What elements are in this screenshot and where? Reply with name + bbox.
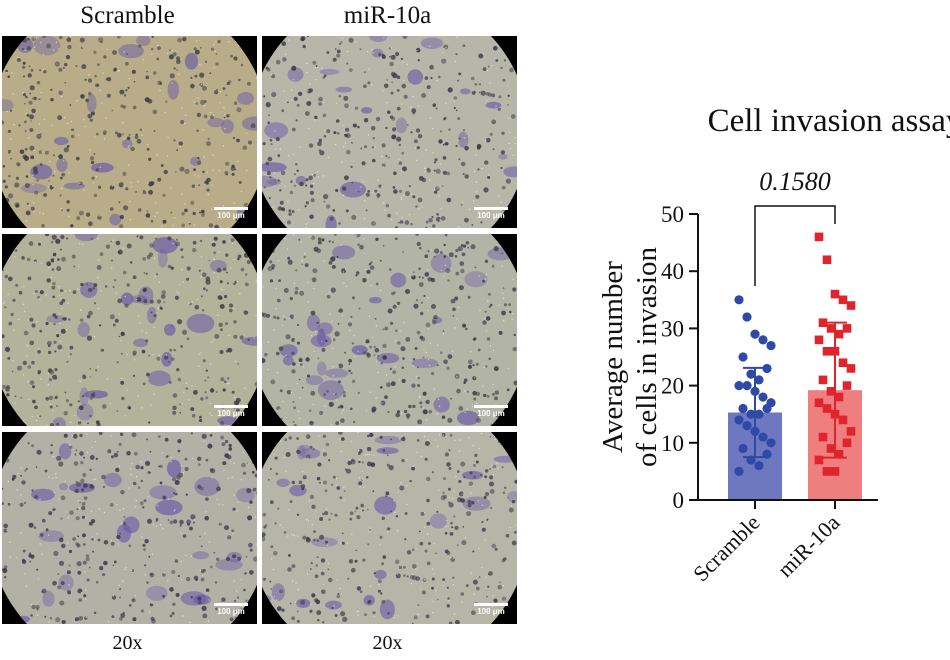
y-axis-label: Average numberof cells in invasion [597,247,663,467]
data-point [826,324,836,333]
data-point [846,301,856,310]
data-point [734,466,744,476]
data-point [838,358,848,368]
micrograph-mir10a-3: 100 μm [262,432,517,624]
scale-bar-line [214,405,248,408]
data-point [842,381,852,390]
data-point [842,438,852,448]
scale-bar: 100 μm [214,603,248,617]
data-point [830,467,840,476]
scale-bar-label: 100 μm [477,211,505,220]
data-point [766,438,776,448]
y-axis-label-line: of cells in invasion [631,247,663,467]
data-point [758,432,768,442]
scale-bar: 100 μm [474,603,508,617]
micrograph-scramble-3: 100 μm [2,432,257,624]
data-point [838,415,848,425]
data-point [754,375,764,385]
data-point [742,381,752,391]
data-point [822,346,832,356]
data-point [754,409,764,419]
y-tick-label: 0 [673,488,685,513]
data-point [838,295,848,305]
magnification-label-mir10a: 20x [372,632,403,654]
y-tick-label: 50 [661,202,684,227]
significance-bracket [754,205,836,286]
data-point [814,335,824,345]
data-point [818,432,828,442]
scale-bar-line [214,207,248,210]
column-title-mir10a: miR-10a [343,2,432,29]
micrograph-scramble-2: 100 μm [2,234,257,426]
data-point [846,427,856,436]
y-tick-label: 20 [661,374,684,399]
data-point [822,467,832,476]
scale-bar: 100 μm [474,405,508,419]
scale-bar: 100 μm [214,207,248,221]
data-point [822,255,832,265]
scale-bar-label: 100 μm [217,211,245,220]
invasion-bar-chart: Cell invasion assay Average numberof cell… [597,103,950,586]
y-tick-label: 10 [661,431,684,456]
data-point [758,335,768,345]
y-axis-label-line: Average number [597,261,629,453]
scale-bar-label: 100 μm [477,409,505,418]
data-point [818,375,828,385]
data-point [834,449,844,459]
data-point [830,289,840,299]
scale-bar-label: 100 μm [477,607,505,616]
data-point [734,381,744,391]
data-point [822,404,832,413]
data-point [766,340,776,351]
data-point [742,312,752,322]
micrograph-mir10a-1: 100 μm [262,36,517,228]
data-point [734,295,744,305]
scale-bar-line [214,603,248,606]
data-point [738,443,748,454]
scale-bar-line [474,603,508,606]
data-point [826,387,836,396]
column-title-scramble: Scramble [80,2,175,29]
micrograph-scramble-1: 100 μm [2,36,257,228]
magnification-label-scramble: 20x [112,632,143,654]
y-tick-label: 30 [661,316,684,341]
data-point [738,352,748,362]
data-point [846,364,856,373]
data-point [738,403,748,414]
data-point [742,421,752,431]
x-tick-label-mir-10a: miR-10a [772,510,844,582]
data-point [814,455,824,465]
data-point [814,232,824,242]
scale-bar-line [474,405,508,408]
data-point [750,329,760,339]
micrograph-mir10a-2: 100 μm [262,234,517,426]
data-point [834,329,844,339]
data-point [734,415,744,425]
data-point [842,324,852,333]
data-point [762,403,772,414]
scale-bar-line [474,207,508,210]
scale-bar: 100 μm [214,405,248,419]
chart-title: Cell invasion assay [708,103,950,139]
data-point [746,369,756,379]
data-point [814,398,824,408]
y-tick-label: 40 [661,259,684,284]
scale-bar-label: 100 μm [217,607,245,616]
x-tick-label-scramble: Scramble [688,510,764,586]
data-point [834,392,844,402]
p-value-label: 0.1580 [759,167,831,196]
data-point [746,409,756,419]
data-point [754,461,764,471]
data-point [758,392,768,402]
scale-bar-label: 100 μm [217,409,245,418]
data-point [826,444,836,453]
scale-bar: 100 μm [474,207,508,221]
